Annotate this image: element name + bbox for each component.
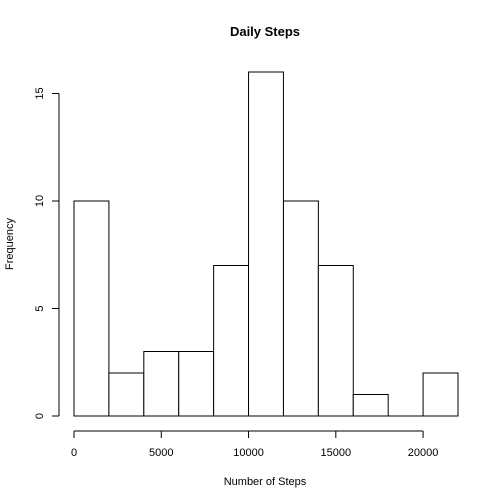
x-tick-label: 10000 [233,447,264,459]
histogram-bar [143,351,180,417]
histogram-bar [248,71,284,417]
histogram-bar [178,351,215,417]
x-axis-label: Number of Steps [224,476,307,488]
histogram-bar [317,265,354,417]
histogram-bar [108,372,145,417]
x-tick-label: 0 [71,447,77,459]
y-tick-label: 0 [34,413,46,419]
histogram-bar [213,265,250,417]
chart-title: Daily Steps [230,24,300,39]
x-tick-label: 15000 [321,447,352,459]
y-tick-label: 15 [34,87,46,99]
y-axis: 0 5 10 15 [34,87,60,419]
histogram-bar [422,372,459,417]
y-tick-label: 5 [34,305,46,311]
x-axis: 0 5000 10000 15000 20000 [71,430,439,459]
histogram-bar [352,394,389,417]
histogram-bar [282,200,319,417]
x-tick-label: 20000 [408,447,439,459]
y-axis-label: Frequency [4,218,16,270]
bars-group [73,71,459,417]
histogram-bar [73,200,110,417]
y-tick-label: 10 [34,195,46,207]
x-tick-label: 5000 [149,447,173,459]
